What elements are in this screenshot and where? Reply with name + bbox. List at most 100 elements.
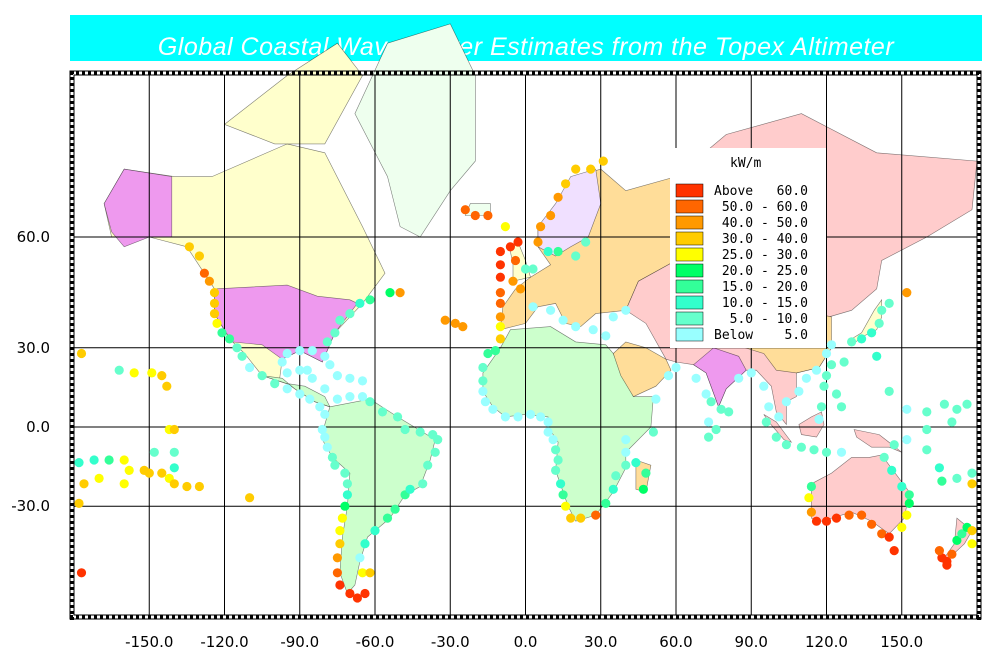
frame-tick	[70, 209, 74, 212]
wave-power-point	[937, 476, 947, 486]
frame-tick	[977, 125, 981, 128]
legend-label: 5.0 - 10.0	[714, 312, 808, 327]
frame-tick	[977, 587, 981, 590]
legend-swatch	[675, 183, 704, 198]
legend-label: Below 5.0	[714, 328, 808, 343]
x-tick-label: -150.0	[125, 633, 173, 651]
frame-tick	[977, 119, 981, 122]
frame-tick	[244, 71, 247, 75]
frame-tick	[322, 615, 325, 619]
wave-power-point	[335, 580, 345, 590]
frame-tick	[388, 615, 391, 619]
frame-tick	[460, 615, 463, 619]
frame-tick	[544, 615, 547, 619]
frame-tick	[532, 71, 535, 75]
frame-tick	[977, 551, 981, 554]
frame-tick	[124, 615, 127, 619]
frame-tick	[70, 515, 74, 518]
wave-power-point	[781, 397, 792, 407]
frame-tick	[977, 287, 981, 290]
frame-tick	[706, 71, 709, 75]
wave-power-point	[224, 334, 235, 344]
wave-power-point	[774, 412, 784, 422]
frame-tick	[70, 293, 74, 296]
wave-power-point	[478, 386, 488, 396]
frame-tick	[977, 101, 981, 104]
frame-tick	[70, 425, 74, 428]
frame-tick	[760, 615, 763, 619]
frame-tick	[977, 71, 981, 74]
frame-tick	[208, 615, 211, 619]
frame-tick	[934, 615, 937, 619]
frame-tick	[142, 615, 145, 619]
frame-tick	[298, 71, 301, 75]
frame-tick	[280, 615, 283, 619]
wave-power-point	[551, 465, 561, 475]
frame-tick	[70, 443, 74, 446]
frame-tick	[490, 71, 493, 75]
frame-tick	[977, 89, 981, 92]
frame-tick	[592, 615, 595, 619]
frame-tick	[136, 71, 139, 75]
wave-power-point	[282, 348, 292, 359]
frame-tick	[532, 615, 535, 619]
frame-tick	[70, 173, 74, 176]
frame-tick	[928, 71, 931, 75]
frame-tick	[412, 71, 415, 75]
frame-tick	[238, 615, 241, 619]
frame-tick	[802, 71, 805, 75]
frame-tick	[676, 615, 679, 619]
wave-power-point	[495, 272, 505, 282]
frame-tick	[118, 71, 121, 75]
frame-tick	[604, 71, 607, 75]
frame-tick	[604, 615, 607, 619]
wave-power-point	[671, 362, 681, 373]
wave-power-point	[967, 479, 977, 489]
frame-tick	[70, 149, 74, 152]
wave-power-point	[877, 305, 887, 315]
wave-power-point	[370, 526, 380, 536]
wave-power-point	[571, 164, 581, 174]
legend: kW/m Above 60.0 50.0 - 60.0 40.0 - 50.0 …	[670, 148, 826, 348]
frame-tick	[400, 71, 403, 75]
frame-tick	[724, 71, 727, 75]
wave-power-point	[576, 513, 586, 523]
frame-tick	[70, 305, 74, 308]
frame-tick	[977, 341, 981, 344]
frame-tick	[70, 389, 74, 392]
wave-power-point	[307, 373, 317, 383]
wave-power-point	[162, 381, 172, 391]
wave-power-point	[332, 394, 342, 404]
frame-tick	[226, 615, 229, 619]
frame-tick	[844, 615, 847, 619]
frame-tick	[977, 473, 981, 476]
frame-tick	[718, 71, 721, 75]
wave-power-point	[194, 481, 204, 492]
wave-power-point	[759, 381, 769, 391]
wave-power-point	[897, 481, 907, 492]
wave-power-point	[884, 386, 894, 396]
wave-power-point	[470, 210, 480, 221]
frame-tick	[376, 615, 379, 619]
frame-tick	[622, 71, 625, 75]
frame-tick	[70, 401, 74, 404]
frame-tick	[977, 239, 981, 242]
frame-tick	[640, 71, 643, 75]
wave-power-point	[571, 322, 581, 332]
wave-power-point	[561, 179, 571, 189]
wave-power-point	[558, 490, 568, 500]
frame-tick	[70, 275, 74, 278]
frame-tick	[436, 71, 439, 75]
frame-tick	[977, 269, 981, 272]
frame-tick	[70, 161, 74, 164]
frame-tick	[190, 615, 193, 619]
frame-tick	[70, 359, 74, 362]
wave-power-point	[357, 392, 368, 402]
x-tick-label: -30.0	[431, 633, 470, 651]
wave-power-point	[844, 510, 854, 520]
legend-label: 20.0 - 25.0	[714, 264, 808, 279]
frame-tick	[70, 551, 74, 554]
frame-tick	[688, 71, 691, 75]
wave-power-point	[952, 535, 962, 546]
frame-tick	[977, 335, 981, 338]
